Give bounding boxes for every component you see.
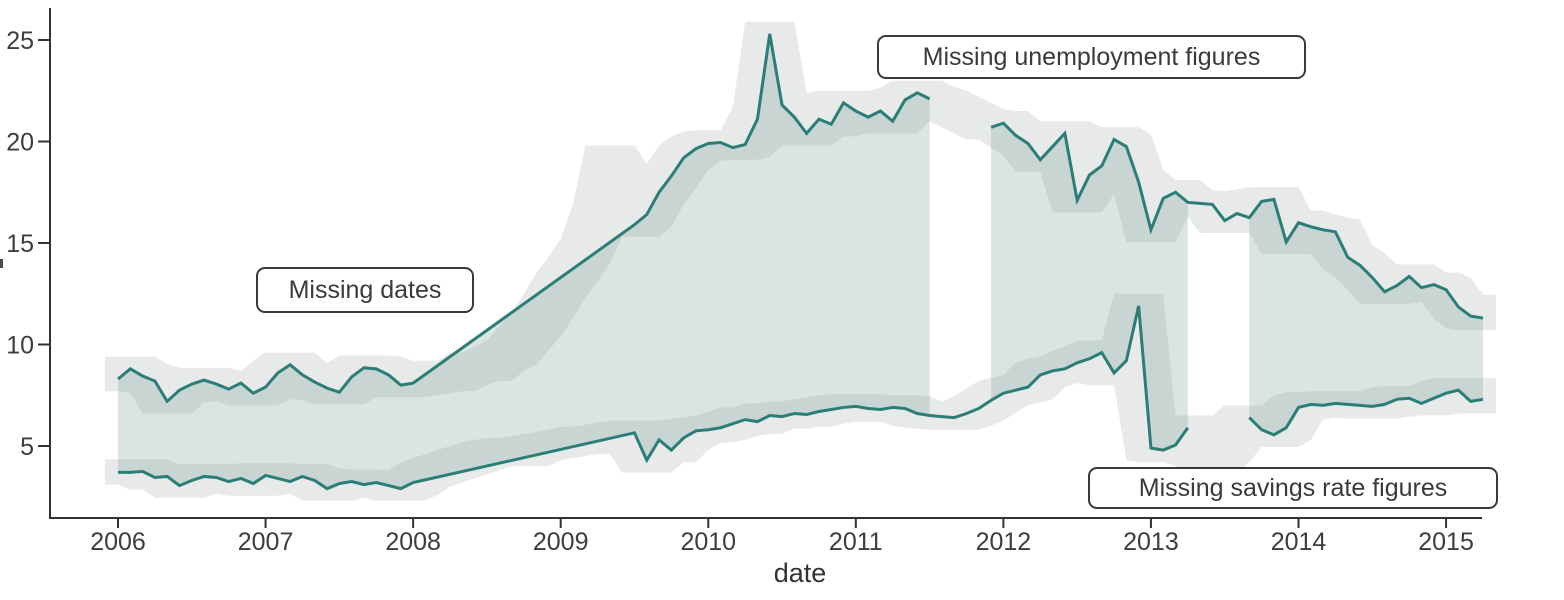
gray-band-unemployment [105, 21, 1496, 414]
y-tick-label: 15 [6, 230, 34, 258]
x-tick-label: 2013 [1123, 528, 1179, 556]
annotation-missing-dates: Missing dates [256, 267, 474, 313]
x-tick-label: 2010 [680, 528, 736, 556]
annotation-missing-savings-label: Missing savings rate figures [1138, 473, 1448, 502]
x-tick-label: 2015 [1418, 528, 1474, 556]
x-tick-label: 2011 [829, 528, 883, 556]
annotation-missing-savings: Missing savings rate figures [1088, 467, 1498, 509]
y-tick-label: 20 [6, 129, 34, 157]
y-tick-label: 5 [20, 433, 34, 461]
x-tick-label: 2008 [385, 528, 441, 556]
x-tick-label: 2006 [90, 528, 146, 556]
fill-between-lines [1249, 199, 1483, 435]
x-tick-label: 2014 [1271, 528, 1327, 556]
x-tick-label: 2007 [238, 528, 294, 556]
unemployment-line [117, 33, 931, 404]
x-tick-label: 2009 [533, 528, 589, 556]
y-tick-label: 25 [6, 27, 34, 55]
y-tick-label: 10 [6, 332, 34, 360]
unemployment-line [990, 121, 1484, 320]
savings-line [1248, 388, 1484, 437]
fill-between-lines [991, 123, 1188, 451]
x-axis-title: date [773, 558, 827, 588]
annotation-missing-dates-label: Missing dates [288, 275, 442, 304]
x-tick-label: 2012 [976, 528, 1032, 556]
annotation-missing-unemployment-label: Missing unemployment figures [922, 42, 1261, 71]
annotation-missing-unemployment: Missing unemployment figures [877, 35, 1306, 79]
gray-band-savings [105, 293, 1496, 501]
fill-between-lines [118, 33, 930, 489]
savings-line [118, 305, 1190, 491]
y-axis-title-clipped [0, 259, 3, 268]
